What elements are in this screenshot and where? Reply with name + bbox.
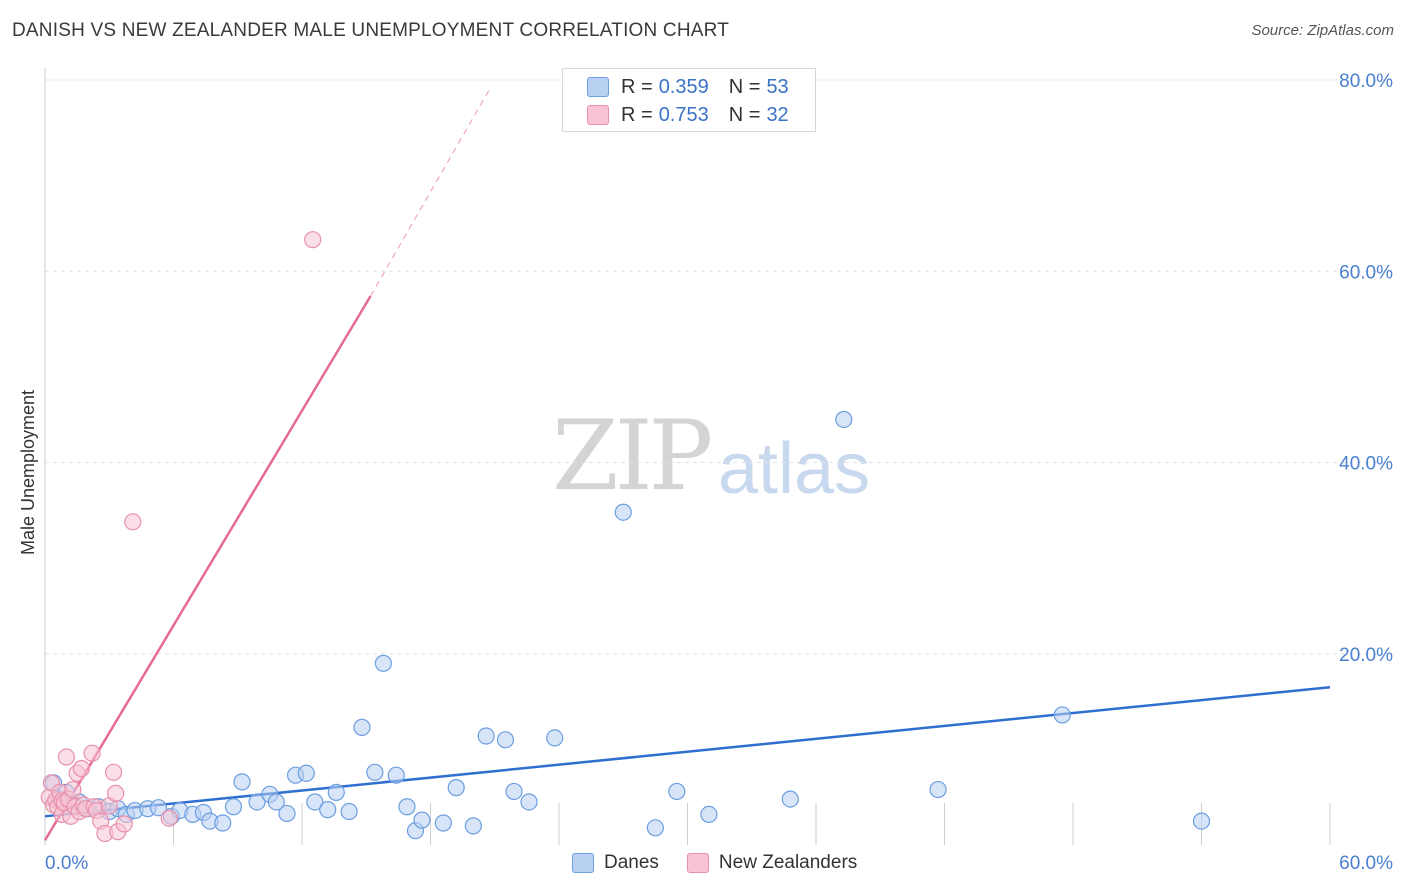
y-axis-label: Male Unemployment <box>18 390 38 555</box>
point-danes <box>387 766 405 784</box>
y-tick-label: 40.0% <box>1339 454 1393 475</box>
legend-n-value: 32 <box>766 103 789 126</box>
point-danes <box>505 782 523 801</box>
point-danes <box>447 779 465 797</box>
point-danes <box>434 814 452 832</box>
chart-title: DANISH VS NEW ZEALANDER MALE UNEMPLOYMEN… <box>12 20 730 41</box>
point-danes <box>1053 706 1071 724</box>
point-nz <box>304 231 322 249</box>
point-danes <box>668 782 686 801</box>
source-credit: Source: ZipAtlas.com <box>1251 22 1394 39</box>
legend-swatch-danes <box>572 853 594 873</box>
point-nz <box>115 815 133 833</box>
point-danes <box>267 793 285 811</box>
legend-swatch-danes <box>587 77 609 97</box>
watermark-atlas: atlas <box>718 429 871 509</box>
point-danes <box>929 780 947 799</box>
point-danes <box>297 764 315 782</box>
legend-r-value: 0.753 <box>658 103 709 126</box>
legend-n-value: 53 <box>766 75 789 98</box>
point-danes <box>340 802 358 821</box>
legend-label-danes: Danes <box>604 852 659 873</box>
point-nz <box>83 744 101 762</box>
trend-line-nz-extension <box>370 87 491 297</box>
y-tick-label: 20.0% <box>1339 645 1393 666</box>
legend-r-label: R = <box>621 103 653 126</box>
point-danes <box>306 793 324 811</box>
legend-item-nz[interactable]: New Zealanders <box>686 852 858 874</box>
watermark-zip: ZIP <box>552 400 713 512</box>
trend-line-danes <box>44 685 1331 818</box>
point-danes <box>464 817 482 835</box>
point-danes <box>214 814 232 832</box>
point-danes <box>477 727 495 745</box>
point-danes <box>319 801 337 819</box>
point-danes <box>835 410 853 429</box>
point-danes <box>546 729 564 747</box>
point-danes <box>398 798 416 816</box>
x-tick-label: 0.0% <box>45 853 88 874</box>
point-danes <box>248 793 266 811</box>
legend-row-nz: R = 0.753 N = 32 <box>587 103 795 127</box>
grid-lines <box>45 79 1392 655</box>
point-danes <box>413 811 431 829</box>
point-danes <box>1192 812 1211 830</box>
legend-swatch-nz <box>587 105 609 125</box>
point-danes <box>520 793 538 811</box>
trend-lines <box>43 87 1331 841</box>
axes <box>44 68 1331 845</box>
y-tick-label: 60.0% <box>1339 262 1393 283</box>
point-danes <box>353 718 371 736</box>
point-nz <box>64 780 82 799</box>
x-tick-label: 60.0% <box>1339 853 1393 874</box>
point-danes <box>149 799 168 817</box>
correlation-legend: R = 0.359 N = 53 R = 0.753 N = 32 <box>562 68 816 132</box>
legend-swatch-nz <box>686 853 709 873</box>
point-nz <box>107 784 125 802</box>
point-danes <box>366 763 384 781</box>
axis-labels: 20.0% 40.0% 60.0% 80.0% 0.0% 60.0% Male Unempl… <box>18 71 1393 874</box>
legend-n-label: N = <box>728 103 761 126</box>
point-danes <box>327 783 345 802</box>
point-danes <box>233 773 251 791</box>
point-nz <box>72 759 91 778</box>
point-nz <box>57 748 76 766</box>
legend-row-danes: R = 0.359 N = 53 <box>587 75 795 99</box>
legend-n-label: N = <box>728 75 761 98</box>
series-legend: Danes New Zealanders <box>572 852 885 874</box>
legend-r-label: R = <box>621 75 653 98</box>
point-danes <box>224 798 243 816</box>
point-nz <box>104 763 123 781</box>
y-tick-label: 80.0% <box>1339 71 1393 92</box>
legend-r-value: 0.359 <box>658 75 709 98</box>
legend-item-danes[interactable]: Danes <box>572 852 659 874</box>
point-danes <box>374 654 392 672</box>
point-danes <box>781 790 799 808</box>
legend-label-nz: New Zealanders <box>718 852 858 873</box>
point-danes <box>646 819 664 837</box>
point-nz <box>124 513 142 531</box>
point-danes <box>614 503 632 521</box>
point-nz <box>160 809 178 827</box>
point-danes <box>278 804 296 823</box>
data-points <box>40 231 1211 843</box>
point-danes <box>700 805 718 824</box>
point-danes <box>496 731 515 749</box>
